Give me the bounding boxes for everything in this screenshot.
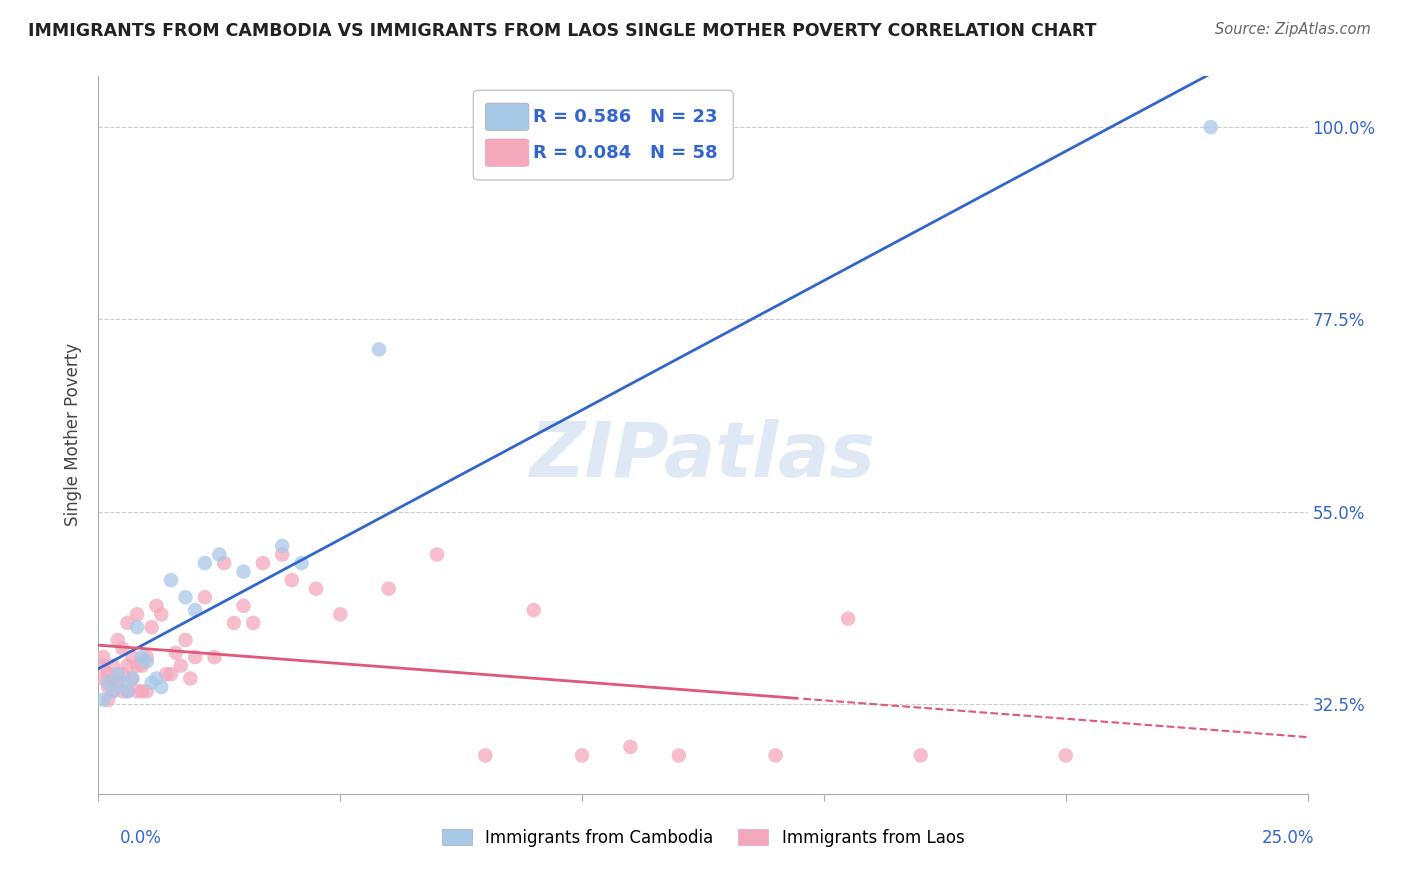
Point [101, 684, 124, 698]
Point [619, 739, 641, 754]
Point [107, 667, 129, 681]
Point [329, 607, 352, 622]
Point [765, 748, 787, 763]
Point [127, 684, 149, 698]
Point [523, 603, 546, 617]
Point [174, 591, 197, 605]
Point [212, 556, 235, 570]
Point [150, 680, 173, 694]
Point [121, 672, 143, 686]
Point [252, 556, 274, 570]
Point [141, 620, 163, 634]
Point [150, 607, 173, 622]
Point [111, 641, 134, 656]
Text: 25.0%: 25.0% [1263, 829, 1315, 847]
Y-axis label: Single Mother Poverty: Single Mother Poverty [65, 343, 83, 526]
Point [194, 591, 217, 605]
Text: R = 0.586   N = 23: R = 0.586 N = 23 [533, 108, 717, 126]
Point [97, 680, 120, 694]
Point [97, 667, 120, 681]
Point [117, 615, 139, 630]
Point [377, 582, 399, 596]
Point [117, 684, 139, 698]
Point [127, 607, 149, 622]
Point [97, 675, 120, 690]
Text: ZIPatlas: ZIPatlas [530, 419, 876, 493]
Point [571, 748, 593, 763]
Point [121, 650, 143, 665]
Point [131, 684, 153, 698]
Point [474, 748, 496, 763]
Point [290, 556, 312, 570]
Point [281, 573, 304, 587]
Text: IMMIGRANTS FROM CAMBODIA VS IMMIGRANTS FROM LAOS SINGLE MOTHER POVERTY CORRELATI: IMMIGRANTS FROM CAMBODIA VS IMMIGRANTS F… [28, 22, 1097, 40]
Point [131, 650, 153, 665]
Text: Source: ZipAtlas.com: Source: ZipAtlas.com [1215, 22, 1371, 37]
Text: 0.0%: 0.0% [120, 829, 162, 847]
Point [135, 684, 157, 698]
Point [179, 672, 201, 686]
Point [208, 548, 231, 562]
Point [111, 667, 134, 681]
Point [111, 684, 134, 698]
Point [368, 343, 391, 357]
Point [184, 603, 207, 617]
Point [135, 650, 157, 665]
Text: R = 0.084   N = 58: R = 0.084 N = 58 [533, 144, 717, 161]
Point [184, 650, 207, 665]
Point [1199, 120, 1222, 135]
Point [305, 582, 328, 596]
Legend: Immigrants from Cambodia, Immigrants from Laos: Immigrants from Cambodia, Immigrants fro… [434, 822, 972, 854]
Point [194, 556, 217, 570]
Point [160, 573, 183, 587]
Point [127, 658, 149, 673]
Point [145, 599, 167, 613]
Point [91, 693, 114, 707]
Point [242, 615, 264, 630]
Point [117, 684, 139, 698]
Point [101, 658, 124, 673]
Point [204, 650, 226, 665]
Point [668, 748, 690, 763]
Point [837, 612, 859, 626]
FancyBboxPatch shape [485, 139, 529, 166]
Point [232, 599, 254, 613]
Point [131, 658, 153, 673]
Point [101, 684, 124, 698]
Point [91, 658, 114, 673]
Point [135, 654, 157, 668]
Point [145, 672, 167, 686]
Point [165, 646, 187, 660]
Point [97, 693, 120, 707]
Point [174, 633, 197, 648]
Point [141, 675, 163, 690]
Point [169, 658, 191, 673]
Point [271, 539, 294, 553]
Point [160, 667, 183, 681]
FancyBboxPatch shape [474, 90, 734, 180]
Point [426, 548, 449, 562]
Point [121, 672, 143, 686]
Point [91, 672, 114, 686]
Point [232, 565, 254, 579]
FancyBboxPatch shape [485, 103, 529, 130]
Point [107, 675, 129, 690]
Point [111, 675, 134, 690]
Point [101, 672, 124, 686]
Point [222, 615, 245, 630]
Point [1054, 748, 1077, 763]
Point [127, 620, 149, 634]
Point [271, 548, 294, 562]
Point [107, 633, 129, 648]
Point [117, 658, 139, 673]
Point [910, 748, 932, 763]
Point [91, 650, 114, 665]
Point [155, 667, 177, 681]
